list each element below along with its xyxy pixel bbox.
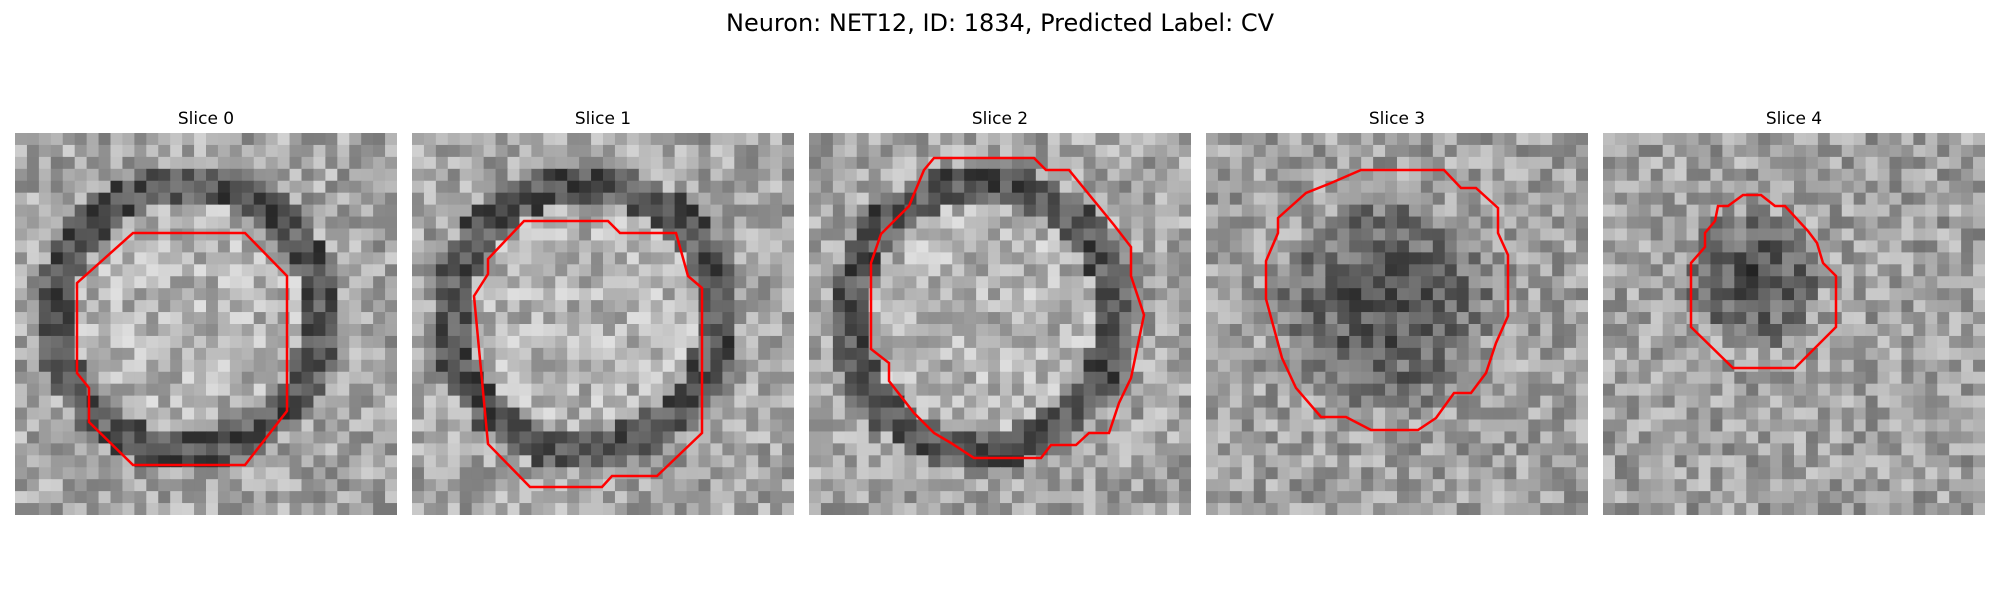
segmentation-contour (472, 219, 704, 489)
pixel-grid (1206, 133, 1588, 515)
pixel-grid (15, 133, 397, 515)
microscopy-slice (809, 133, 1191, 515)
microscopy-slice (1603, 133, 1985, 515)
pixel-grid (1603, 133, 1985, 515)
slice-title: Slice 0 (177, 109, 235, 129)
microscopy-slice (1206, 133, 1588, 515)
segmentation-contour (1689, 193, 1838, 370)
slice-title: Slice 1 (574, 109, 632, 129)
slice-panel-4: Slice 4 (1603, 108, 1985, 515)
slice-panel-3: Slice 3 (1206, 108, 1588, 515)
pixel-grid (412, 133, 794, 515)
microscopy-slice (15, 133, 397, 515)
figure-title: Neuron: NET12, ID: 1834, Predicted Label… (726, 9, 1274, 37)
segmentation-contour (869, 156, 1146, 460)
slice-title: Slice 2 (971, 109, 1029, 129)
slice-image (809, 133, 1191, 515)
slice-image (412, 133, 794, 515)
slice-panel-0: Slice 0 (15, 108, 397, 515)
slice-panel-2: Slice 2 (809, 108, 1191, 515)
pixel-grid (809, 133, 1191, 515)
slice-image (1206, 133, 1588, 515)
slice-image (15, 133, 397, 515)
segmentation-contour (1264, 168, 1510, 432)
microscopy-slice (412, 133, 794, 515)
slice-image (1603, 133, 1985, 515)
slice-panel-1: Slice 1 (412, 108, 794, 515)
slice-title: Slice 3 (1368, 109, 1426, 129)
slice-title: Slice 4 (1765, 109, 1823, 129)
segmentation-contour (75, 231, 289, 467)
